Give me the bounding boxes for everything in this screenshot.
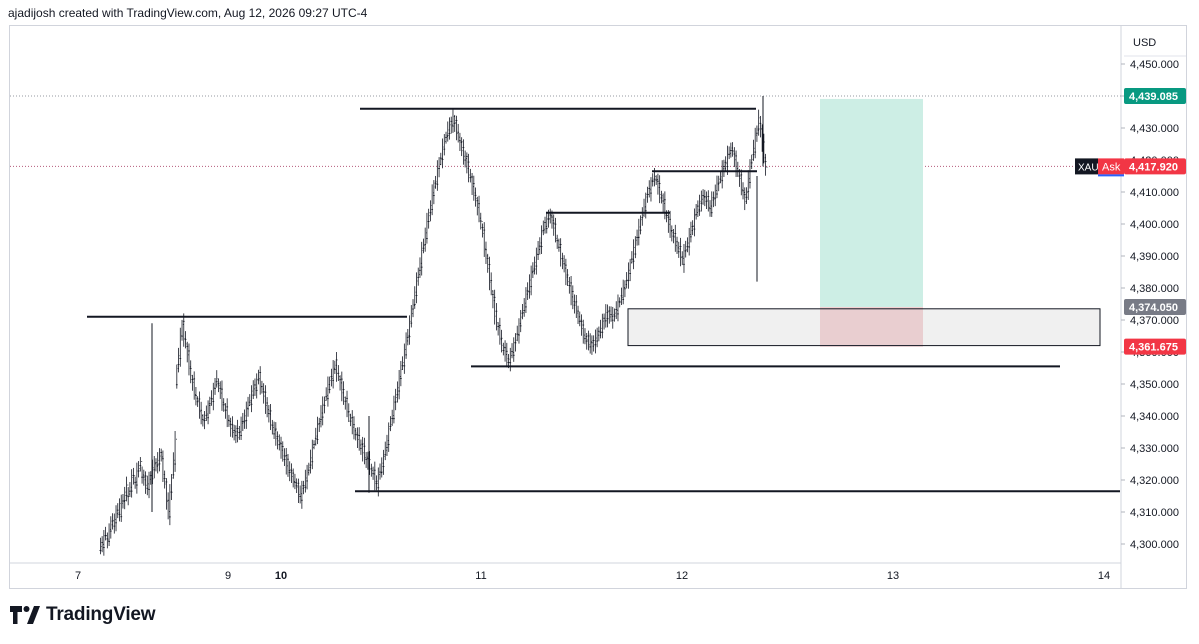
- x-tick-label: 9: [225, 570, 231, 582]
- currency-label: USD: [1133, 37, 1156, 49]
- position-profit-zone[interactable]: [820, 98, 923, 308]
- y-tick-label: 4,390.000: [1130, 251, 1179, 263]
- y-tick-label: 4,450.000: [1130, 59, 1179, 71]
- y-tick-label: 4,350.000: [1130, 379, 1179, 391]
- price-label-value: 4,417.920: [1129, 161, 1178, 173]
- ask-tag-badge: [1098, 158, 1124, 175]
- chart-frame: [9, 25, 1187, 589]
- x-tick-label: 12: [676, 570, 688, 582]
- ask-tag-label: Ask: [1102, 161, 1121, 173]
- x-tick-label: 14: [1098, 570, 1110, 582]
- tradingview-logo: TradingView: [10, 604, 156, 626]
- symbol-tag-badge: [1075, 158, 1098, 175]
- y-tick-label: 4,430.000: [1130, 123, 1179, 135]
- price-label-badge: [1124, 299, 1186, 316]
- y-tick-label: 4,370.000: [1130, 315, 1179, 327]
- y-tick-label: 4,330.000: [1130, 443, 1179, 455]
- price-label-badge: [1124, 338, 1186, 355]
- brand-name: TradingView: [46, 604, 156, 625]
- x-tick-label: 10: [275, 570, 287, 582]
- y-tick-label: 4,320.000: [1130, 475, 1179, 487]
- chart-attribution: ajadijosh created with TradingView.com, …: [8, 6, 368, 20]
- y-tick-label: 4,340.000: [1130, 411, 1179, 423]
- demand-zone-box[interactable]: [627, 308, 1101, 347]
- y-tick-label: 4,380.000: [1130, 283, 1179, 295]
- y-tick-label: 4,300.000: [1130, 539, 1179, 551]
- price-label-badge: [1124, 158, 1186, 175]
- x-tick-label: 11: [475, 570, 486, 582]
- symbol-tag-label: XAU: [1078, 162, 1099, 173]
- price-label-value: 4,439.085: [1129, 91, 1178, 103]
- price-label-value: 4,374.050: [1129, 302, 1178, 314]
- price-label-value: 4,361.675: [1129, 342, 1178, 354]
- tradingview-logo-icon: [10, 606, 40, 624]
- position-loss-zone[interactable]: [820, 307, 923, 347]
- y-tick-label: 4,410.000: [1130, 187, 1179, 199]
- x-tick-label: 7: [75, 570, 81, 582]
- x-tick-label: 13: [887, 570, 899, 582]
- price-label-badge: [1124, 88, 1186, 104]
- y-tick-label: 4,310.000: [1130, 507, 1179, 519]
- y-tick-label: 4,400.000: [1130, 219, 1179, 231]
